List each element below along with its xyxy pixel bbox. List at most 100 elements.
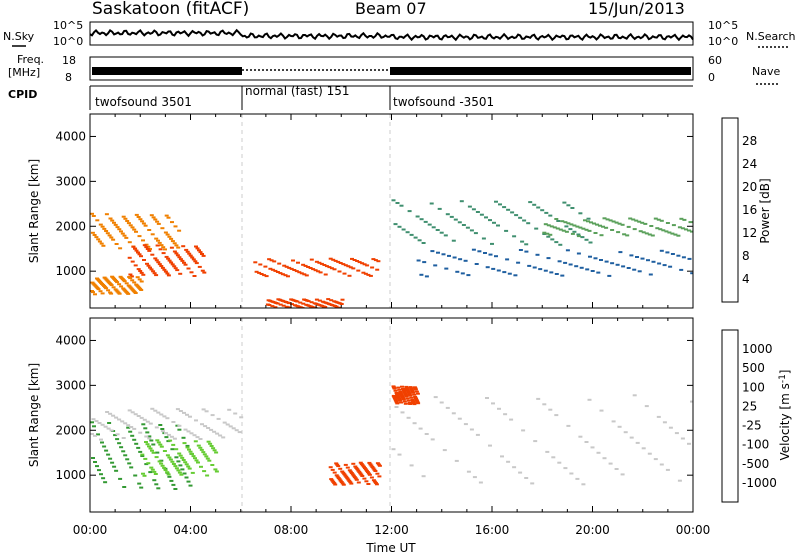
- scatter-cell: [680, 437, 685, 440]
- scatter-cell: [334, 462, 339, 465]
- scatter-cell: [549, 225, 554, 228]
- scatter-cell: [391, 199, 396, 202]
- scatter-cell: [377, 475, 382, 478]
- scatter-cell: [411, 391, 416, 394]
- scatter-cell: [124, 290, 129, 293]
- scatter-cell: [330, 468, 335, 471]
- scatter-cell: [175, 254, 180, 257]
- scatter-cell: [635, 256, 639, 258]
- scatter-cell: [156, 239, 160, 242]
- scatter-cell: [151, 270, 156, 273]
- scatter-cell: [423, 220, 428, 223]
- colorbar-tick-label: 16: [742, 203, 757, 217]
- scatter-cell: [130, 260, 135, 263]
- scatter-cell: [161, 252, 166, 255]
- scatter-cell: [401, 389, 406, 391]
- scatter-cell: [557, 461, 562, 464]
- scatter-cell: [126, 424, 131, 427]
- scatter-cell: [422, 261, 427, 264]
- scatter-cell: [128, 224, 133, 227]
- scatter-cell: [359, 473, 364, 476]
- scatter-cell: [213, 468, 218, 471]
- scatter-cell: [157, 241, 162, 244]
- scatter-cell: [358, 472, 363, 475]
- scatter-cell: [604, 260, 609, 263]
- scatter-cell: [190, 452, 194, 455]
- scatter-cell: [119, 285, 124, 288]
- scatter-cell: [156, 222, 161, 225]
- scatter-cell: [643, 222, 648, 225]
- scatter-cell: [319, 262, 324, 265]
- scatter-cell: [104, 213, 109, 216]
- scatter-cell: [164, 214, 169, 217]
- scatter-cell: [182, 411, 186, 414]
- scatter-cell: [494, 255, 498, 258]
- scatter-cell: [373, 470, 378, 472]
- scatter-cell: [298, 301, 303, 304]
- scatter-cell: [110, 461, 115, 464]
- scatter-cell: [356, 481, 361, 484]
- scatter-cell: [424, 275, 429, 278]
- scatter-cell: [397, 388, 402, 391]
- scatter-cell: [405, 388, 410, 391]
- scatter-cell: [121, 450, 126, 453]
- scatter-cell: [93, 293, 97, 296]
- scatter-cell: [343, 474, 348, 477]
- scatter-cell: [147, 437, 152, 440]
- scatter-cell: [551, 456, 556, 459]
- scatter-cell: [474, 263, 479, 265]
- scatter-cell: [665, 251, 670, 254]
- scatter-cell: [128, 277, 133, 280]
- scatter-cell: [599, 259, 603, 261]
- scatter-cell: [142, 244, 147, 247]
- scatter-cell: [402, 400, 407, 403]
- scatter-cell: [331, 480, 336, 483]
- scatter-cell: [667, 231, 672, 234]
- scatter-cell: [469, 428, 474, 431]
- scatter-cell: [214, 451, 219, 454]
- scatter-cell: [210, 414, 215, 417]
- scatter-cell: [183, 428, 188, 431]
- power-colorbar-label: Power [dB]: [758, 178, 772, 243]
- scatter-cell: [610, 229, 615, 231]
- scatter-cell: [409, 464, 414, 467]
- scatter-cell: [578, 435, 583, 438]
- scatter-cell: [449, 215, 454, 218]
- scatter-cell: [367, 461, 372, 464]
- scatter-cell: [584, 238, 589, 241]
- scatter-cell: [679, 268, 684, 271]
- scatter-cell: [207, 459, 212, 462]
- scatter-cell: [617, 222, 622, 225]
- freq-label-bottom: [MHz]: [8, 66, 40, 79]
- scatter-cell: [430, 250, 435, 253]
- scatter-cell: [401, 397, 406, 400]
- scatter-cell: [113, 223, 118, 226]
- scatter-cell: [127, 285, 132, 288]
- scatter-cell: [451, 239, 456, 242]
- scatter-cell: [500, 455, 504, 458]
- scatter-cell: [130, 279, 135, 282]
- scatter-cell: [205, 474, 210, 477]
- scatter-cell: [355, 468, 360, 471]
- scatter-cell: [300, 306, 305, 308]
- scatter-cell: [348, 470, 353, 473]
- colorbar-tick-label: 100: [742, 380, 765, 394]
- scatter-cell: [201, 254, 206, 257]
- scatter-cell: [124, 282, 129, 285]
- scatter-cell: [96, 278, 100, 281]
- scatter-cell: [651, 260, 656, 263]
- scatter-cell: [676, 254, 681, 257]
- scatter-cell: [584, 441, 589, 443]
- scatter-cell: [375, 472, 380, 475]
- scatter-cell: [160, 428, 165, 430]
- scatter-cell: [303, 299, 308, 301]
- scatter-cell: [407, 401, 412, 404]
- scatter-cell: [602, 217, 607, 220]
- scatter-cell: [145, 248, 150, 250]
- scatter-cell: [284, 301, 288, 303]
- scatter-cell: [135, 284, 140, 287]
- scatter-cell: [314, 298, 319, 301]
- scatter-cell: [190, 471, 195, 474]
- scatter-cell: [360, 475, 365, 477]
- scatter-cell: [162, 450, 167, 452]
